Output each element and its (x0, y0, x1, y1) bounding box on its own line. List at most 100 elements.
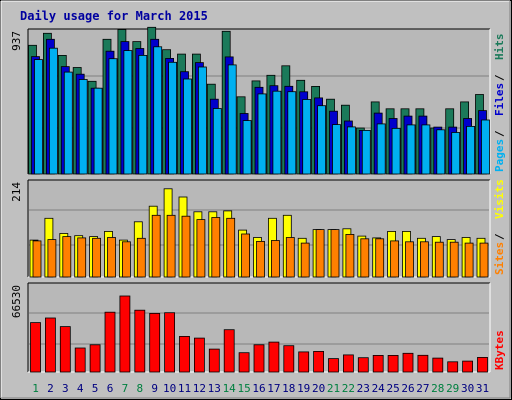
day-label: 18 (282, 382, 295, 395)
day-label: 30 (461, 382, 474, 395)
kbytes-bar (462, 360, 474, 373)
day-label: 27 (416, 382, 429, 395)
day-label: 2 (47, 382, 54, 395)
pages-bar (317, 105, 327, 175)
kbytes-bar (74, 347, 86, 373)
sites-bar (32, 240, 42, 278)
sites-bar (330, 229, 340, 278)
kbytes-bar (238, 352, 250, 373)
pages-bar (63, 71, 73, 175)
kbytes-bar (134, 309, 146, 373)
sites-bar (196, 219, 206, 278)
pages-bar (406, 124, 416, 175)
pages-bar (481, 119, 490, 175)
sites-bar (166, 214, 176, 278)
day-label: 16 (252, 382, 265, 395)
sites-bar (285, 237, 295, 278)
day-label: 20 (312, 382, 325, 395)
pages-bar (466, 126, 476, 175)
pages-bar (93, 87, 103, 175)
sites-bar (256, 240, 265, 278)
day-label: 4 (77, 382, 84, 395)
sites-bar (47, 239, 57, 278)
day-label: 7 (122, 382, 129, 395)
pages-bar (421, 124, 431, 175)
kbytes-bar (432, 357, 444, 373)
day-label: 24 (372, 382, 386, 395)
day-label: 17 (267, 382, 280, 395)
hits-panel: 937 Pages / Files / Hits (10, 26, 506, 175)
sites-bar (375, 238, 385, 278)
sites-bar (464, 242, 474, 278)
kbytes-bar (447, 361, 459, 373)
kbytes-panel: 66530 KBytes (10, 282, 506, 373)
kbytes-bar (223, 329, 235, 373)
pages-bar (257, 93, 267, 175)
pages-bar (34, 59, 43, 175)
kbytes-bar (164, 312, 176, 373)
day-label: 25 (386, 382, 399, 395)
sites-bar (211, 217, 221, 278)
kbytes-bar (402, 352, 414, 373)
legend-separator: / (493, 74, 506, 81)
sites-bar (241, 233, 251, 278)
sites-bar (92, 237, 101, 278)
pages-bar (391, 127, 401, 175)
legend-separator: / (493, 130, 506, 137)
kbytes-bar (328, 358, 339, 373)
kbytes-bar (387, 354, 399, 373)
legend-hits: Hits (493, 34, 506, 61)
day-label: 15 (237, 382, 250, 395)
pages-bar (436, 129, 446, 175)
day-label: 1 (32, 382, 39, 395)
sites-bar (181, 215, 191, 278)
day-label: 8 (136, 382, 143, 395)
pages-bar (287, 91, 297, 175)
sites-bar (300, 242, 310, 278)
kbytes-bar (298, 351, 310, 373)
pages-bar (242, 120, 252, 175)
kbytes-bar (313, 350, 325, 373)
day-label: 10 (163, 382, 176, 395)
day-label: 14 (223, 382, 237, 395)
sites-bar (434, 241, 444, 278)
legend-separator: / (493, 233, 506, 240)
pages-bar (168, 61, 178, 175)
day-label: 31 (476, 382, 489, 395)
sites-bar (151, 214, 161, 278)
y-max-label: 214 (10, 182, 23, 202)
pages-bar (227, 64, 237, 175)
pages-bar (138, 55, 148, 175)
pages-bar (153, 46, 163, 175)
day-label: 22 (342, 382, 355, 395)
legend-pages: Pages (493, 139, 506, 172)
day-label: 23 (357, 382, 370, 395)
legend-visits: Visits (493, 179, 506, 219)
sites-bar (122, 241, 131, 278)
sites-bar (226, 217, 236, 278)
sites-bar (360, 238, 370, 278)
legend-files: Files (493, 83, 506, 116)
pages-bar (451, 132, 461, 175)
sites-bar (77, 237, 87, 278)
kbytes-bar (30, 322, 41, 373)
sites-bar (419, 241, 429, 278)
kbytes-bar (357, 357, 369, 373)
kbytes-bar (179, 335, 190, 373)
sites-bar (479, 242, 489, 278)
legend-kbytes: KBytes (493, 330, 506, 370)
sites-bar (62, 236, 72, 278)
pages-bar (183, 78, 192, 175)
kbytes-bar (45, 317, 56, 373)
day-label: 6 (107, 382, 114, 395)
pages-bar (346, 126, 356, 175)
sites-bar (107, 237, 116, 278)
kbytes-bar (89, 344, 101, 373)
pages-bar (272, 90, 282, 175)
day-label: 29 (446, 382, 459, 395)
y-max-label: 66530 (10, 285, 23, 318)
day-label: 12 (193, 382, 206, 395)
kbytes-bar (149, 312, 161, 373)
sites-bar (315, 229, 325, 278)
